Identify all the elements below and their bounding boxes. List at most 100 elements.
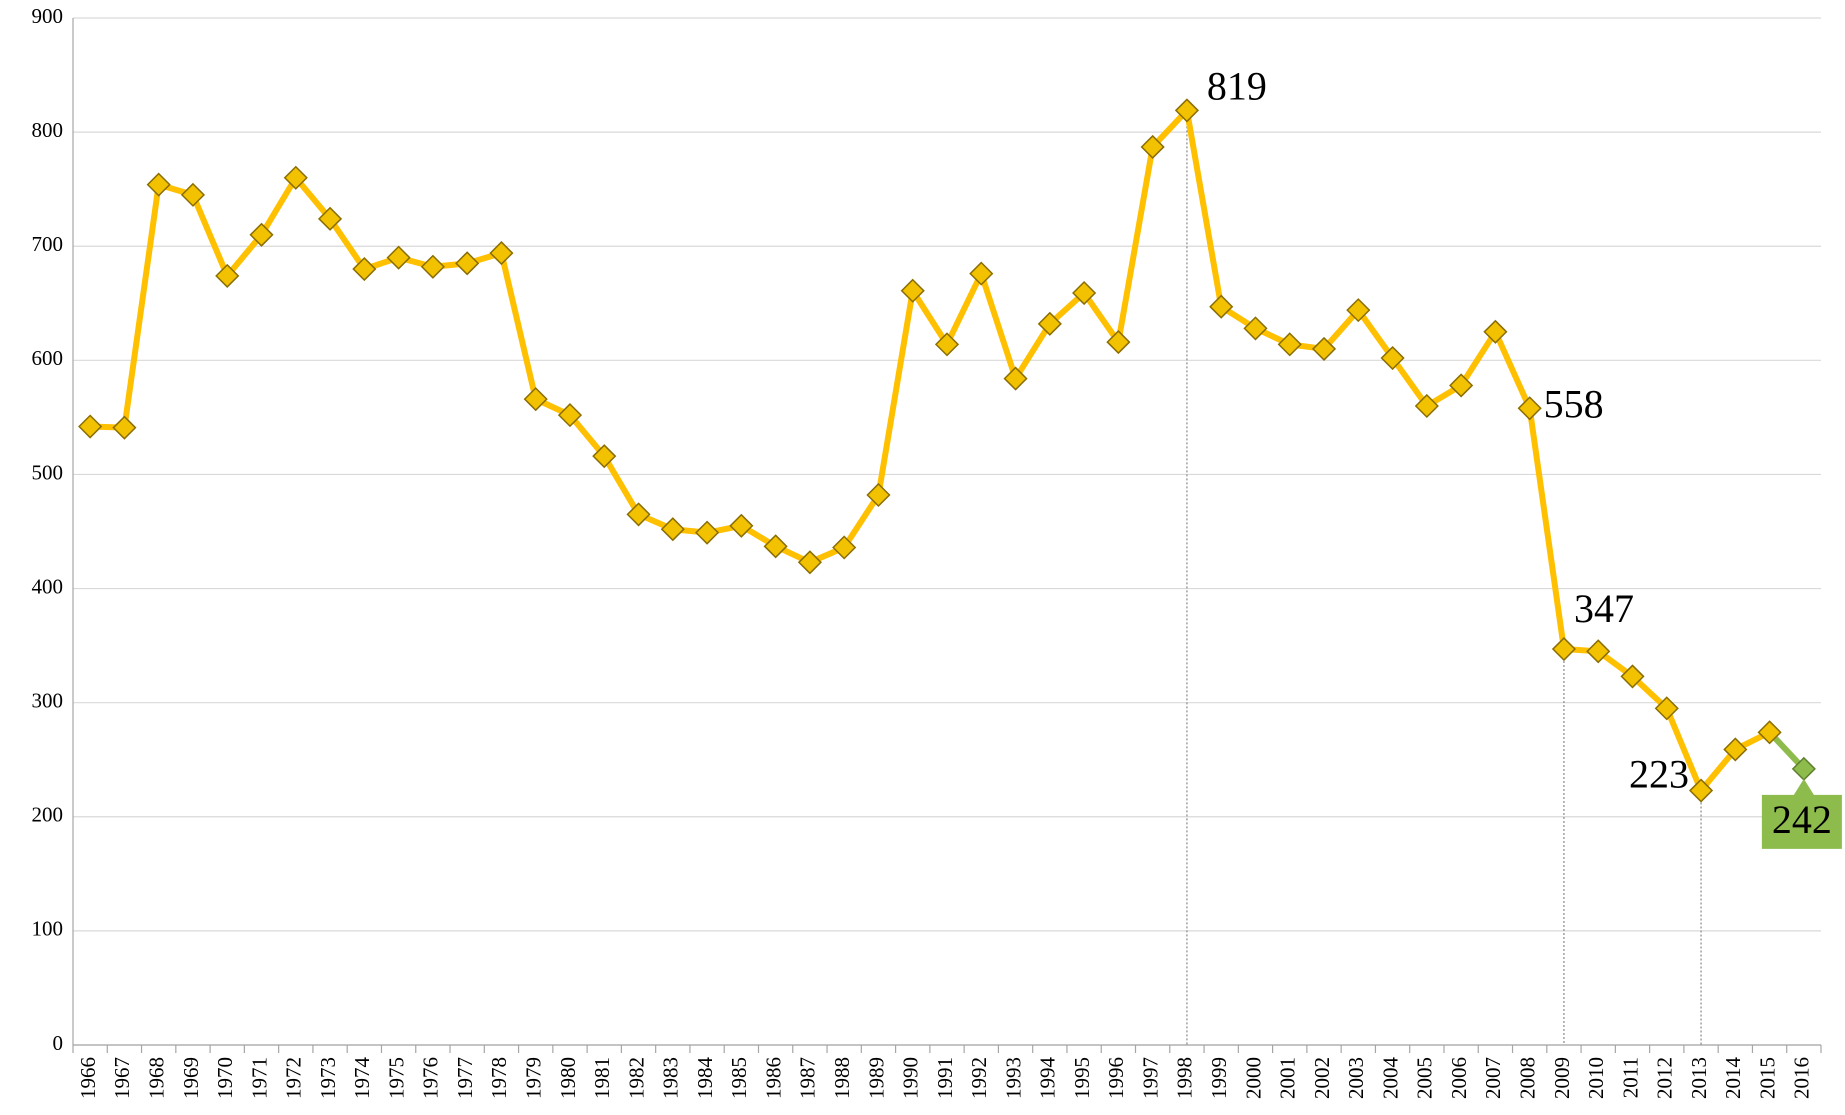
marker — [1106, 330, 1131, 355]
x-tick-label: 1983 — [659, 1057, 683, 1099]
x-tick-label: 1982 — [624, 1057, 648, 1099]
marker — [900, 278, 925, 303]
marker — [1620, 664, 1645, 689]
marker — [489, 241, 514, 266]
marker — [660, 517, 685, 542]
marker — [1483, 319, 1508, 344]
marker — [1209, 294, 1234, 319]
marker — [1688, 778, 1714, 803]
x-tick-label: 2012 — [1653, 1057, 1677, 1099]
x-tick-label: 1997 — [1138, 1057, 1162, 1099]
marker — [249, 222, 274, 247]
marker — [969, 261, 994, 286]
x-tick-label: 2010 — [1584, 1057, 1608, 1099]
y-tick-label: 600 — [32, 346, 64, 370]
x-tick-label: 2008 — [1515, 1057, 1539, 1099]
data-label: 223 — [1629, 752, 1689, 797]
marker — [1277, 332, 1302, 357]
marker — [832, 535, 857, 560]
marker — [1174, 98, 1199, 123]
marker — [1346, 298, 1371, 323]
marker — [1517, 396, 1542, 421]
x-tick-label: 1996 — [1104, 1057, 1128, 1099]
x-tick-label: 1979 — [522, 1057, 546, 1099]
x-tick-label: 1986 — [761, 1057, 785, 1099]
data-label: 819 — [1207, 64, 1267, 109]
y-tick-label: 300 — [32, 688, 64, 712]
marker — [934, 332, 960, 357]
data-label: 347 — [1574, 586, 1634, 631]
x-tick-label: 1978 — [487, 1057, 511, 1099]
marker — [1003, 366, 1028, 391]
marker — [455, 251, 480, 276]
marker — [523, 387, 548, 412]
marker — [797, 550, 822, 575]
marker — [1311, 336, 1337, 361]
x-tick-label: 2013 — [1687, 1057, 1711, 1099]
marker — [695, 520, 720, 545]
marker — [1654, 696, 1679, 721]
x-tick-label: 1980 — [556, 1057, 580, 1099]
x-tick-label: 1994 — [1036, 1057, 1060, 1100]
marker — [1037, 311, 1062, 336]
y-tick-label: 200 — [32, 803, 64, 827]
marker — [1243, 316, 1268, 341]
marker — [317, 206, 343, 231]
x-tick-label: 1971 — [247, 1057, 271, 1099]
x-tick-label: 1969 — [179, 1057, 203, 1099]
data-label: 558 — [1544, 381, 1604, 426]
x-tick-label: 1972 — [282, 1057, 306, 1099]
y-tick-label: 500 — [32, 460, 64, 484]
line-series — [90, 107, 1771, 794]
marker — [1380, 345, 1405, 371]
marker — [146, 172, 171, 197]
x-tick-label: 1967 — [110, 1057, 134, 1099]
marker — [557, 403, 583, 428]
callout-box — [1761, 778, 1842, 849]
y-tick-label: 700 — [32, 232, 64, 256]
y-tick-label: 0 — [53, 1031, 64, 1055]
x-tick-label: 1975 — [384, 1057, 408, 1099]
marker — [1586, 639, 1611, 664]
x-tick-label: 2005 — [1413, 1057, 1437, 1099]
x-tick-label: 1999 — [1207, 1057, 1231, 1099]
x-tick-label: 1993 — [1001, 1057, 1025, 1099]
marker — [1757, 720, 1782, 745]
x-tick-label: 1990 — [899, 1057, 923, 1099]
marker — [1072, 280, 1097, 306]
x-tick-label: 1988 — [830, 1057, 854, 1099]
marker — [215, 263, 240, 288]
x-tick-label: 2001 — [1276, 1057, 1300, 1099]
x-tick-label: 1985 — [727, 1057, 751, 1099]
marker — [112, 415, 137, 440]
x-tick-label: 2003 — [1344, 1057, 1368, 1099]
x-tick-label: 2009 — [1550, 1057, 1574, 1099]
marker — [763, 534, 788, 559]
marker — [386, 245, 411, 270]
marker — [1449, 373, 1474, 398]
x-tick-label: 1995 — [1070, 1057, 1094, 1099]
x-tick-label: 1992 — [967, 1057, 991, 1099]
marker — [626, 502, 651, 527]
marker — [866, 482, 891, 508]
x-tick-label: 1973 — [316, 1057, 340, 1099]
x-tick-label: 2000 — [1241, 1057, 1265, 1099]
x-tick-label: 2015 — [1755, 1057, 1779, 1099]
x-tick-label: 1981 — [590, 1057, 614, 1099]
x-tick-label: 1989 — [864, 1057, 888, 1099]
y-tick-label: 800 — [32, 118, 64, 142]
marker — [1551, 636, 1577, 662]
x-tick-label: 1991 — [933, 1057, 957, 1099]
x-tick-label: 2014 — [1721, 1057, 1745, 1100]
x-tick-label: 1976 — [419, 1057, 443, 1099]
y-tick-label: 100 — [32, 917, 64, 941]
marker — [420, 254, 445, 279]
x-tick-label: 1974 — [350, 1057, 374, 1100]
x-tick-label: 2004 — [1378, 1057, 1402, 1100]
x-tick-label: 2007 — [1481, 1057, 1505, 1099]
y-tick-label: 900 — [32, 4, 64, 28]
marker — [1723, 737, 1748, 762]
x-tick-label: 1987 — [796, 1057, 820, 1099]
x-tick-label: 1984 — [693, 1057, 717, 1100]
